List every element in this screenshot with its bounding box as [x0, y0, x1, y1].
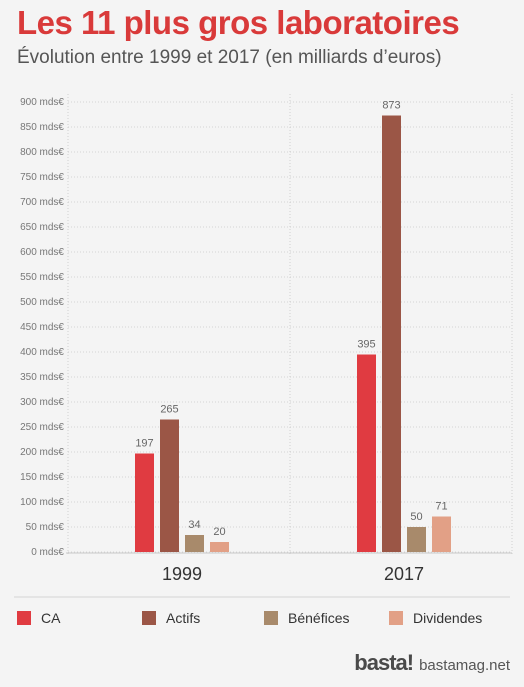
legend-swatch — [142, 611, 156, 625]
y-tick-label: 450 mds€ — [20, 322, 64, 333]
y-tick-label: 550 mds€ — [20, 272, 64, 283]
y-tick-label: 250 mds€ — [20, 422, 64, 433]
data-label: 34 — [188, 519, 200, 531]
bars — [135, 115, 451, 552]
data-label: 20 — [213, 526, 225, 538]
legend-label: Actifs — [166, 610, 201, 626]
category-label: 1999 — [162, 564, 202, 584]
category-label: 2017 — [384, 564, 424, 584]
brand: basta! bastamag.net — [354, 650, 510, 676]
bar-ca — [135, 453, 154, 552]
brand-url: bastamag.net — [419, 657, 510, 674]
legend-swatch — [389, 611, 403, 625]
legend-item-actifs: Actifs — [142, 610, 200, 626]
y-tick-label: 650 mds€ — [20, 222, 64, 233]
bar-dividendes — [432, 516, 451, 552]
y-tick-label: 400 mds€ — [20, 347, 64, 358]
y-tick-label: 750 mds€ — [20, 172, 64, 183]
chart-subtitle: Évolution entre 1999 et 2017 (en milliar… — [17, 47, 442, 68]
y-tick-label: 900 mds€ — [20, 97, 64, 108]
bar-actifs — [160, 419, 179, 552]
data-label: 873 — [382, 100, 400, 112]
legend-item-dividendes: Dividendes — [389, 610, 482, 626]
legend-label: CA — [41, 610, 61, 626]
chart-title: Les 11 plus gros laboratoires — [17, 4, 460, 41]
legend-item-ca: CA — [17, 610, 60, 626]
y-tick-label: 850 mds€ — [20, 122, 64, 133]
legend: CA Actifs Bénéfices Dividendes — [0, 610, 524, 634]
y-axis-ticks: 0 mds€ 50 mds€ 100 mds€ 150 mds€ 200 mds€ 250… — [20, 97, 64, 558]
y-tick-label: 700 mds€ — [20, 197, 64, 208]
y-tick-label: 200 mds€ — [20, 447, 64, 458]
bar-chart: 0 mds€ 50 mds€ 100 mds€ 150 mds€ 200 mds€ 250… — [14, 94, 513, 598]
legend-item-bénéfices: Bénéfices — [264, 610, 349, 626]
y-tick-label: 0 mds€ — [31, 547, 64, 558]
data-label: 197 — [135, 438, 153, 450]
data-label: 265 — [160, 404, 178, 416]
data-label: 71 — [435, 501, 447, 513]
y-tick-label: 300 mds€ — [20, 397, 64, 408]
bar-actifs — [382, 115, 401, 552]
bar-bénéfices — [407, 527, 426, 552]
y-tick-label: 100 mds€ — [20, 497, 64, 508]
legend-label: Dividendes — [413, 610, 483, 626]
brand-logo: basta! — [354, 650, 414, 675]
y-tick-label: 500 mds€ — [20, 297, 64, 308]
data-label: 395 — [357, 339, 375, 351]
legend-swatch — [17, 611, 31, 625]
data-label: 50 — [410, 511, 422, 523]
y-tick-label: 150 mds€ — [20, 472, 64, 483]
bar-dividendes — [210, 542, 229, 552]
legend-swatch — [264, 611, 278, 625]
data-labels: 197 265 34 20 395 873 50 71 — [135, 100, 447, 539]
bar-bénéfices — [185, 535, 204, 552]
y-tick-label: 600 mds€ — [20, 247, 64, 258]
y-tick-label: 50 mds€ — [26, 522, 65, 533]
y-tick-label: 800 mds€ — [20, 147, 64, 158]
bar-ca — [357, 354, 376, 552]
x-axis-categories: 1999 2017 — [162, 564, 424, 584]
legend-label: Bénéfices — [288, 610, 350, 626]
y-tick-label: 350 mds€ — [20, 372, 64, 383]
